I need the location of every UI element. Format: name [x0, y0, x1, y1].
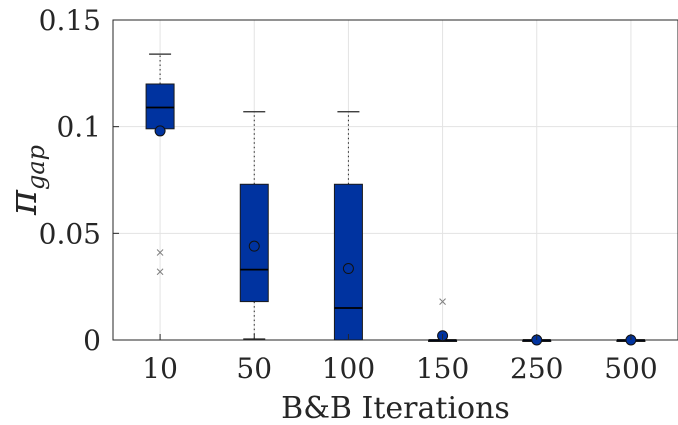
outlier-marker [156, 268, 164, 276]
x-tick-label: 250 [510, 352, 563, 385]
y-tick-label: 0.1 [56, 111, 101, 144]
outlier-stroke [439, 298, 446, 305]
y-axis-label-subscript: gap [22, 145, 50, 190]
grid-lines [113, 19, 678, 341]
mean-marker [248, 240, 260, 252]
y-axis-label: πgap [1, 145, 50, 216]
box-iqr [145, 83, 175, 130]
outlier-marker [156, 249, 164, 256]
x-tick-label: 500 [604, 352, 657, 385]
y-axis-label-symbol: π [1, 189, 45, 216]
outlier-stroke [156, 268, 164, 276]
mean-marker [154, 125, 166, 137]
x-tick-label: 50 [236, 352, 272, 385]
outlier-marker [439, 298, 446, 305]
mean-marker [342, 263, 354, 275]
axis-ticks: 0 0.05 0.1 0.15 10 50 100 150 250 500 [39, 4, 658, 385]
x-tick-label: 100 [322, 352, 375, 385]
y-tick-label: 0 [83, 324, 101, 357]
y-tick-label: 0.15 [39, 4, 101, 37]
box-group-50 [239, 111, 269, 340]
outlier-stroke [156, 249, 164, 256]
box-series [145, 53, 646, 346]
x-tick-label: 10 [142, 352, 178, 385]
box-group-10 [145, 53, 175, 276]
x-tick-label: 150 [416, 352, 469, 385]
plot-area-frame [112, 19, 678, 341]
x-axis-label: B&B Iterations [281, 391, 510, 425]
box-iqr [333, 183, 363, 341]
y-tick-label: 0.05 [39, 217, 101, 250]
